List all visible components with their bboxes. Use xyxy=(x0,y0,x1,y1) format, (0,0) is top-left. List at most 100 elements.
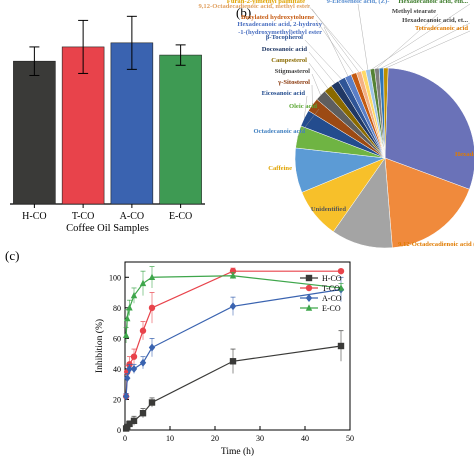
pie-label: Eicosanoic acid xyxy=(262,90,306,97)
pie-leader-line xyxy=(306,3,364,71)
data-point xyxy=(130,364,138,373)
pie-label: Hexadecanoic acid, 2-hydroxy -1-(hydroxym… xyxy=(237,21,322,36)
legend-label: H-CO xyxy=(322,274,342,283)
data-point xyxy=(229,302,237,311)
x-tick-label: 0 xyxy=(123,434,127,443)
pie-label: 9,12-Octadecadienoic acid, methyl ester xyxy=(198,3,310,10)
y-tick-label: 0 xyxy=(117,426,121,435)
legend-item-h-co: H-CO xyxy=(300,274,342,283)
data-point xyxy=(148,399,156,406)
data-point xyxy=(122,392,130,401)
legend-item-a-co: A-CO xyxy=(300,294,342,303)
pie-chart-panel: (b) Hexadecanamide 9,12-Octadecadienoic a… xyxy=(198,0,474,249)
pie-slice xyxy=(384,157,470,248)
data-point xyxy=(130,291,138,299)
pie-label: Oleic acid xyxy=(289,103,317,110)
pie-label: Octadecanoic acid xyxy=(254,128,306,135)
pie-leader-line xyxy=(308,51,335,84)
pie-label: 9-Eicosenoic acid, (Z)- xyxy=(327,0,390,5)
line-chart-panel: (c) 0 10 20 30 40 50 0 20 40 60 80 100 H-COT-COA-CO… xyxy=(5,248,354,457)
y-tick-label: 20 xyxy=(113,395,121,404)
data-point xyxy=(126,420,133,428)
data-point xyxy=(126,364,133,373)
legend-label: A-CO xyxy=(322,294,342,303)
line-chart-x-label: Time (h) xyxy=(221,446,254,457)
pie-label: Caffeine xyxy=(268,165,292,172)
bar-h-co xyxy=(13,60,56,205)
pie-slice xyxy=(383,67,389,159)
x-tick-label: 30 xyxy=(256,434,264,443)
data-point xyxy=(130,353,138,360)
pie-label: 9,12-Octadecadienoic acid (Z,... xyxy=(398,241,474,248)
legend-item-t-co: T-CO xyxy=(300,284,340,293)
data-point xyxy=(337,284,345,291)
x-tick-label: 10 xyxy=(166,434,174,443)
data-point xyxy=(305,304,313,311)
legend-label: T-CO xyxy=(322,284,340,293)
pie-leader-line xyxy=(315,19,354,74)
series-h-co xyxy=(122,330,345,432)
data-point xyxy=(305,274,313,282)
data-point xyxy=(139,279,147,287)
pie-leader-line xyxy=(311,8,359,73)
pie-leader-line xyxy=(381,22,471,69)
pie-label: Docosanoic acid xyxy=(262,46,308,53)
pie-leader-line xyxy=(385,30,471,69)
data-point xyxy=(229,358,237,365)
pie-label: β-Tocopherol xyxy=(266,34,303,41)
x-tick-label: T-CO xyxy=(72,211,94,222)
bar-chart-panel: H-CO T-CO A-CO E-CO Coffee Oil Samples xyxy=(10,15,205,234)
data-point xyxy=(130,417,138,425)
x-tick-label: A-CO xyxy=(120,211,144,222)
data-point xyxy=(139,327,147,334)
pie-label: Furan-2-ylmethyl palmitate xyxy=(227,0,305,5)
pie-label: γ-Sitosterol xyxy=(277,79,310,86)
data-point xyxy=(305,294,313,302)
pie-leader-line xyxy=(297,108,320,137)
pie-leader-line xyxy=(376,13,439,69)
data-point xyxy=(124,374,131,383)
pie-label: Butylated hydroxytoluene xyxy=(241,14,314,21)
legend-label: E-CO xyxy=(322,304,341,313)
y-tick-label: 60 xyxy=(113,334,121,343)
y-tick-label: 80 xyxy=(113,304,121,313)
data-point xyxy=(139,358,147,367)
x-tick-label: 40 xyxy=(301,434,309,443)
data-point xyxy=(337,267,345,275)
pie-label: Unidentified xyxy=(311,206,347,213)
legend-item-e-co: E-CO xyxy=(300,304,341,313)
x-tick-label: E-CO xyxy=(169,211,192,222)
data-point xyxy=(124,314,131,322)
pie-leader-line xyxy=(304,39,342,80)
y-tick-label: 100 xyxy=(109,273,121,282)
series-e-co xyxy=(122,266,345,343)
data-point xyxy=(229,272,237,279)
pie-leader-line xyxy=(357,3,369,70)
pie-label: Campesterol xyxy=(271,57,307,64)
pie-label: Hexadecanoic acid, et... xyxy=(402,17,468,24)
bar-chart-x-label: Coffee Oil Samples xyxy=(66,223,149,234)
pie-leader-line xyxy=(323,26,349,77)
pie-leader-line xyxy=(304,95,308,119)
data-point xyxy=(148,304,156,312)
bar-e-co xyxy=(159,54,202,205)
series-a-co xyxy=(122,276,345,401)
pie-label: Tetradecanoic acid xyxy=(415,25,468,32)
data-point xyxy=(126,304,133,311)
pie-label: Hexadecanamide xyxy=(455,151,474,158)
panel-c-label: (c) xyxy=(5,248,19,263)
pie-label: Methyl stearate xyxy=(392,8,436,15)
pie-label: Hexadecanoic acid, eth... xyxy=(398,0,468,5)
data-point xyxy=(122,331,130,339)
pie-leader-line xyxy=(308,62,329,89)
line-chart-frame xyxy=(124,261,351,431)
data-point xyxy=(305,284,313,292)
x-tick-label: 50 xyxy=(346,434,354,443)
pie-leader-line xyxy=(311,73,321,96)
line-chart-y-label: Inhibition (%) xyxy=(94,319,105,373)
y-tick-label: 40 xyxy=(113,365,121,374)
data-point xyxy=(148,343,156,352)
panel-b-label: (b) xyxy=(236,5,251,20)
data-point xyxy=(148,273,156,280)
